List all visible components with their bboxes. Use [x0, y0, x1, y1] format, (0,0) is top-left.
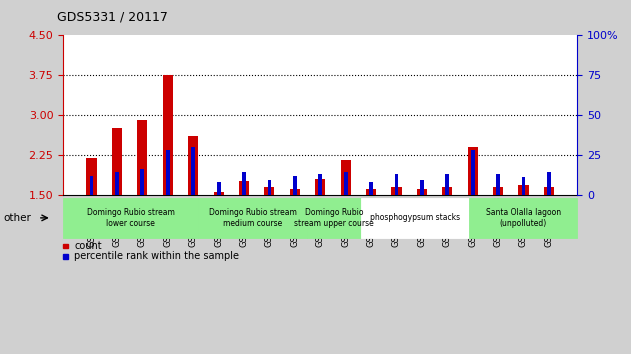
Bar	[366, 189, 376, 195]
Bar	[115, 172, 119, 195]
Bar	[242, 172, 246, 195]
Bar	[442, 187, 452, 195]
Bar	[293, 176, 297, 195]
Bar	[544, 187, 554, 195]
Bar	[188, 136, 198, 195]
Bar	[394, 174, 398, 195]
Bar	[547, 172, 551, 195]
Bar	[166, 150, 170, 195]
Bar	[213, 192, 223, 195]
Bar	[141, 169, 144, 195]
Bar	[417, 189, 427, 195]
Text: Domingo Rubio stream
medium course: Domingo Rubio stream medium course	[209, 208, 297, 228]
Bar	[112, 128, 122, 195]
Bar	[493, 187, 503, 195]
Bar	[90, 176, 93, 195]
Bar	[86, 158, 97, 195]
Bar	[344, 172, 348, 195]
Bar	[522, 177, 526, 195]
Bar	[341, 160, 351, 195]
Bar	[471, 150, 475, 195]
Text: Santa Olalla lagoon
(unpolluted): Santa Olalla lagoon (unpolluted)	[486, 208, 561, 228]
Bar	[138, 120, 148, 195]
Bar	[496, 174, 500, 195]
Bar	[369, 182, 373, 195]
Text: other: other	[3, 213, 31, 223]
Bar	[163, 75, 173, 195]
Bar	[445, 174, 449, 195]
Text: Domingo Rubio stream
lower course: Domingo Rubio stream lower course	[87, 208, 175, 228]
Bar	[420, 181, 424, 195]
Bar	[264, 187, 274, 195]
Bar	[191, 147, 195, 195]
Bar	[290, 189, 300, 195]
Bar	[391, 187, 401, 195]
Text: GDS5331 / 20117: GDS5331 / 20117	[57, 11, 168, 24]
Bar	[519, 185, 529, 195]
Bar	[268, 181, 271, 195]
Text: Domingo Rubio
stream upper course: Domingo Rubio stream upper course	[294, 208, 374, 228]
Bar	[216, 182, 220, 195]
Text: percentile rank within the sample: percentile rank within the sample	[74, 251, 239, 262]
Bar	[468, 147, 478, 195]
Bar	[315, 179, 326, 195]
Bar	[318, 174, 322, 195]
Text: count: count	[74, 241, 102, 251]
Bar	[239, 181, 249, 195]
Text: phosphogypsum stacks: phosphogypsum stacks	[370, 213, 460, 222]
